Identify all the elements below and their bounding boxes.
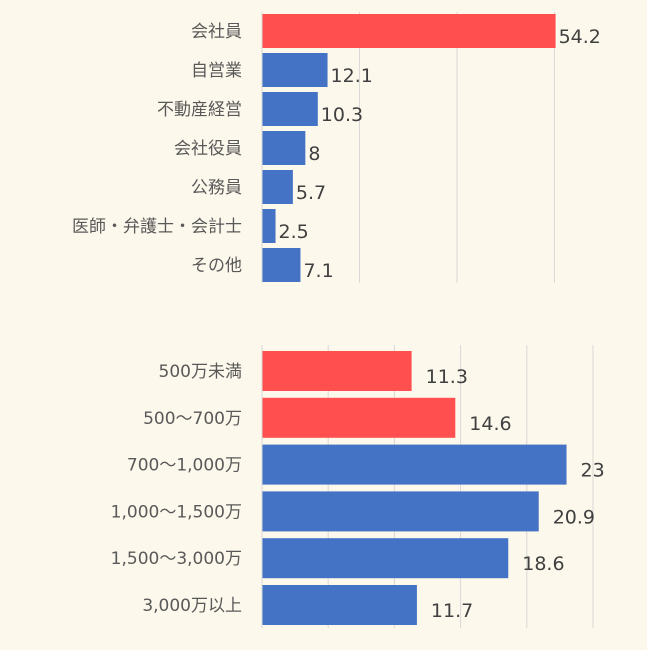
occupation-category-label: 不動産経営 xyxy=(157,100,242,120)
income-category-label: 1,000〜1,500万 xyxy=(111,502,242,522)
occupation-bar xyxy=(262,131,306,165)
occupation-bar-chart: 会社員 54.2 自営業 12.1 不動産経営 10.3 会社役員 8 公務員 5.7 医師・弁護士… xyxy=(72,12,601,283)
income-bar xyxy=(262,397,456,438)
income-value-label: 14.6 xyxy=(469,413,511,435)
occupation-bar xyxy=(262,14,556,48)
income-bar-chart: 500万未満 11.3 500〜700万 14.6 700〜1,000万 23 1,000〜… xyxy=(111,345,605,628)
income-category-label: 500万未満 xyxy=(159,362,242,382)
income-value-label: 11.3 xyxy=(426,366,468,388)
occupation-value-label: 8 xyxy=(308,143,320,165)
income-value-label: 18.6 xyxy=(522,553,564,575)
income-value-label: 20.9 xyxy=(553,506,595,528)
occupation-value-label: 7.1 xyxy=(303,260,333,282)
occupation-value-label: 12.1 xyxy=(331,65,373,87)
income-bar xyxy=(262,585,417,625)
income-bar xyxy=(262,491,539,532)
occupation-bar xyxy=(262,92,318,126)
occupation-bar xyxy=(262,53,328,87)
income-category-label: 3,000万以上 xyxy=(142,596,242,616)
occupation-category-label: 医師・弁護士・会計士 xyxy=(72,217,242,237)
occupation-category-label: その他 xyxy=(191,256,242,276)
occupation-category-label: 会社役員 xyxy=(174,139,242,159)
occupation-value-label: 10.3 xyxy=(321,104,363,126)
income-bar xyxy=(262,538,509,579)
income-value-label: 11.7 xyxy=(431,600,473,622)
occupation-category-label: 会社員 xyxy=(191,22,242,42)
occupation-bar xyxy=(262,209,276,243)
occupation-category-label: 公務員 xyxy=(191,178,242,198)
occupation-value-label: 54.2 xyxy=(559,26,601,48)
income-category-label: 1,500〜3,000万 xyxy=(111,549,242,569)
income-bar xyxy=(262,351,412,391)
occupation-category-label: 自営業 xyxy=(191,61,242,81)
income-category-label: 500〜700万 xyxy=(143,409,242,429)
income-value-label: 23 xyxy=(581,460,605,482)
income-category-label: 700〜1,000万 xyxy=(127,456,242,476)
occupation-bar xyxy=(262,170,293,204)
income-bar xyxy=(262,444,567,485)
occupation-bar xyxy=(262,248,301,282)
occupation-value-label: 2.5 xyxy=(279,221,309,243)
occupation-value-label: 5.7 xyxy=(296,182,326,204)
